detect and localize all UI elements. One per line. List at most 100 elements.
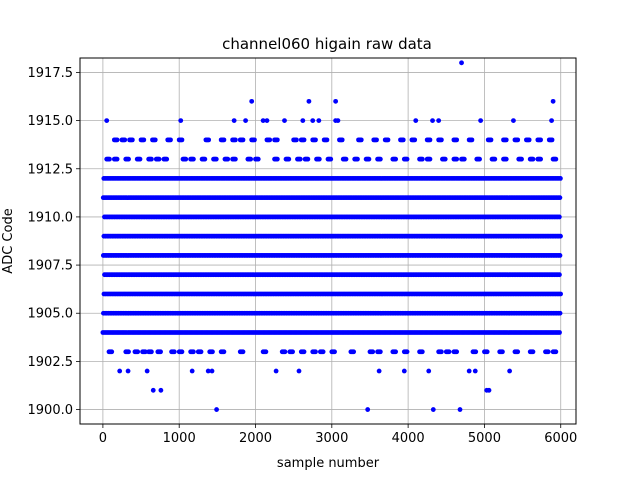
data-point [484, 349, 490, 355]
y-tick-label: 1905.0 [28, 307, 74, 322]
data-point [301, 349, 307, 355]
data-point [179, 137, 185, 143]
data-point [430, 118, 435, 124]
data-point [209, 368, 215, 374]
data-point [205, 368, 211, 374]
data-point [198, 349, 204, 355]
data-point [306, 98, 312, 104]
data-point [466, 368, 472, 374]
data-point [267, 137, 273, 143]
data-point [515, 137, 521, 143]
data-point [549, 118, 554, 124]
data-point [316, 118, 322, 124]
data-point [557, 253, 563, 258]
y-tick-label: 1915.0 [28, 114, 74, 129]
data-point [427, 137, 433, 143]
data-point [297, 156, 303, 162]
data-point [137, 156, 143, 162]
data-point [370, 349, 376, 355]
x-tick-label: 3000 [315, 431, 348, 446]
y-tick-label: 1900.0 [28, 403, 74, 418]
data-point [427, 156, 433, 162]
data-point [210, 349, 215, 355]
data-point [150, 387, 156, 393]
data-point [189, 368, 195, 374]
data-point [503, 156, 509, 162]
data-point [214, 407, 219, 412]
data-point [442, 156, 448, 162]
y-tick-label: 1910.0 [28, 210, 74, 225]
data-point [286, 156, 292, 162]
data-point [313, 349, 318, 355]
data-point [438, 349, 444, 355]
plot-area-frame [79, 57, 577, 425]
data-point [126, 156, 131, 162]
data-point [526, 137, 532, 143]
data-point [190, 349, 196, 355]
data-point [500, 349, 505, 355]
data-point [141, 137, 147, 143]
data-point [538, 137, 543, 143]
data-point [144, 368, 150, 374]
data-point [436, 118, 442, 124]
x-tick-label: 4000 [392, 431, 425, 446]
data-point [558, 175, 563, 181]
data-point [413, 118, 419, 124]
data-point [333, 98, 339, 104]
x-tick-label: 0 [99, 431, 107, 446]
data-point [221, 137, 227, 143]
grid-lines [80, 58, 576, 424]
data-point [117, 368, 123, 374]
data-point [366, 156, 372, 162]
data-point [515, 349, 521, 355]
data-point [122, 137, 128, 143]
data-point [469, 137, 475, 143]
data-point [168, 137, 173, 143]
data-point [365, 407, 371, 412]
data-point [114, 156, 120, 162]
y-tick-label: 1902.5 [28, 355, 74, 370]
data-point [446, 349, 452, 355]
data-point [206, 137, 212, 143]
data-point [221, 349, 227, 355]
data-point [404, 156, 410, 162]
data-point [305, 156, 311, 162]
data-point [142, 349, 148, 355]
data-point [557, 310, 563, 316]
data-point [358, 137, 364, 143]
data-point [171, 349, 177, 355]
data-point [355, 156, 360, 162]
data-point [438, 137, 444, 143]
data-point [377, 156, 383, 162]
data-point [252, 137, 257, 143]
x-tick-label: 1000 [163, 431, 196, 446]
data-point [339, 137, 345, 143]
data-point [129, 137, 135, 143]
data-point [486, 387, 492, 393]
data-point [282, 118, 287, 124]
data-point [393, 349, 399, 355]
data-point [104, 118, 110, 124]
data-point [290, 349, 295, 355]
data-point [488, 137, 494, 143]
data-point [232, 137, 238, 143]
data-point [557, 330, 562, 335]
data-point [419, 349, 425, 355]
data-point [457, 407, 463, 412]
data-point [213, 156, 219, 162]
data-point [178, 118, 184, 124]
data-point [332, 349, 337, 355]
y-tick-label: 1907.5 [28, 259, 74, 274]
data-point [179, 349, 185, 355]
data-point [249, 98, 255, 104]
data-point [114, 137, 120, 143]
y-tick-label: 1912.5 [28, 162, 74, 177]
data-point [478, 118, 484, 124]
data-point [549, 137, 555, 143]
data-point [328, 156, 334, 162]
x-tick-label: 6000 [544, 431, 577, 446]
data-point [190, 156, 196, 162]
data-point [376, 368, 382, 374]
data-point [412, 137, 418, 143]
